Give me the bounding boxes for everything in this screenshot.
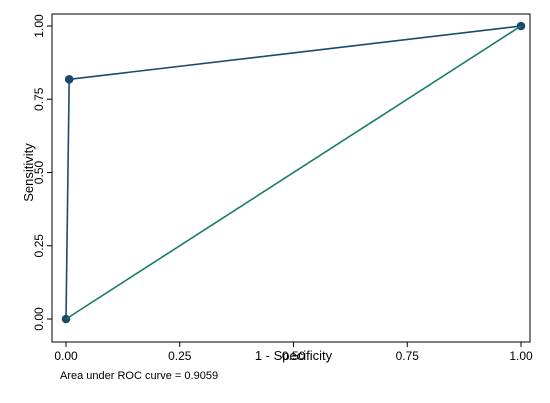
auc-note: Area under ROC curve = 0.9059 bbox=[60, 370, 218, 382]
x-tick-label: 0.50 bbox=[282, 349, 306, 363]
x-axis-label: 1 - Specificity bbox=[255, 348, 333, 363]
roc-point-marker bbox=[64, 75, 74, 84]
reference-diagonal-line bbox=[65, 25, 522, 320]
y-tick-label: 0.00 bbox=[32, 307, 46, 331]
plot-frame bbox=[51, 13, 531, 343]
x-tick-label: 1.00 bbox=[509, 349, 533, 363]
x-tick-label: 0.25 bbox=[168, 349, 192, 363]
y-tick-label: 1.00 bbox=[32, 14, 46, 38]
y-tick-label: 0.25 bbox=[32, 234, 46, 258]
y-tick-label: 0.50 bbox=[32, 160, 46, 184]
x-tick-label: 0.00 bbox=[54, 349, 78, 363]
y-axis-label: Sensitivity bbox=[21, 143, 36, 202]
x-tick-label: 0.75 bbox=[396, 349, 420, 363]
y-tick-label: 0.75 bbox=[32, 87, 46, 111]
